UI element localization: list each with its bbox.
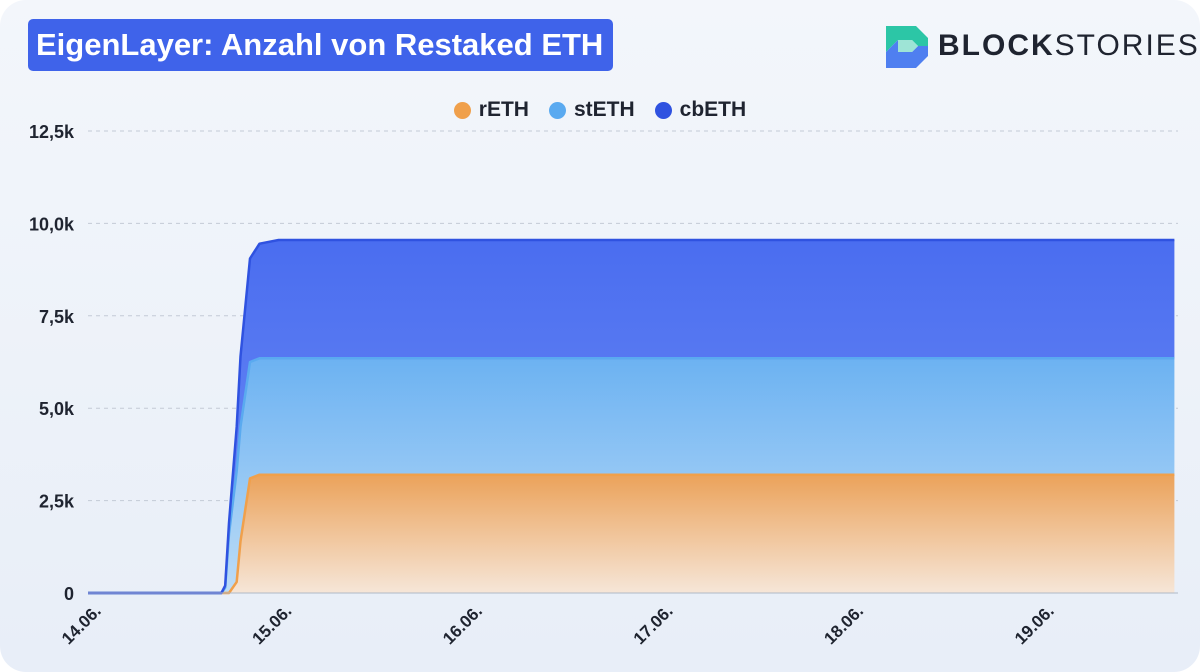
legend-dot-cbeth bbox=[654, 101, 672, 119]
y-tick-label: 10,0k bbox=[29, 214, 75, 234]
y-tick-label: 2,5k bbox=[39, 492, 75, 512]
x-tick-label: 17.06. bbox=[630, 601, 677, 648]
legend-dot-steth bbox=[548, 101, 566, 119]
x-tick-label: 14.06. bbox=[58, 601, 105, 648]
legend-label-reth: rETH bbox=[478, 98, 529, 121]
brand-name-light: STORIES bbox=[1054, 29, 1200, 62]
x-tick-label: 18.06. bbox=[820, 601, 867, 648]
legend-label-steth: stETH bbox=[573, 98, 635, 121]
legend-item-reth[interactable]: rETH bbox=[453, 98, 529, 122]
brand-logo: BLOCKSTORIES bbox=[884, 22, 1198, 70]
y-tick-label: 7,5k bbox=[39, 307, 75, 327]
y-tick-label: 12,5k bbox=[29, 122, 75, 142]
area-reth bbox=[88, 474, 1175, 593]
legend-label-cbeth: cbETH bbox=[679, 98, 747, 121]
area-steth bbox=[88, 358, 1175, 593]
blockstories-logo-icon bbox=[886, 26, 928, 68]
legend-item-steth[interactable]: stETH bbox=[548, 98, 635, 122]
brand-wordmark: BLOCKSTORIES bbox=[938, 29, 1200, 63]
legend-dot-reth bbox=[453, 101, 471, 119]
series-line-cbeth bbox=[88, 238, 1175, 595]
chart-title: EigenLayer: Anzahl von Restaked ETH bbox=[28, 19, 614, 71]
legend-item-cbeth[interactable]: cbETH bbox=[654, 98, 747, 122]
y-tick-label: 0 bbox=[64, 584, 74, 604]
area-cbeth bbox=[88, 240, 1175, 593]
chart-legend: rETH stETH cbETH bbox=[0, 96, 1200, 124]
x-tick-label: 15.06. bbox=[249, 601, 296, 648]
x-tick-label: 16.06. bbox=[439, 601, 486, 648]
x-tick-label: 19.06. bbox=[1011, 601, 1058, 648]
y-tick-label: 5,0k bbox=[39, 399, 75, 419]
brand-name-bold: BLOCK bbox=[938, 29, 1055, 62]
